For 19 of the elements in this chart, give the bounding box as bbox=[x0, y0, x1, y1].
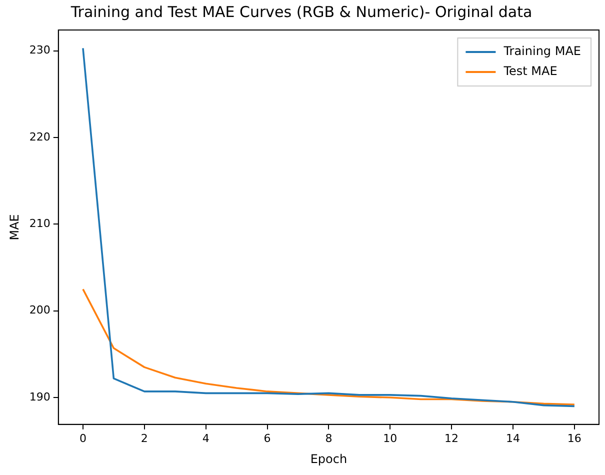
y-tick-label: 190 bbox=[29, 390, 50, 404]
y-tick-label: 210 bbox=[29, 217, 50, 230]
x-tick-label: 16 bbox=[567, 432, 582, 445]
y-tick-label: 220 bbox=[29, 130, 50, 144]
y-axis-title: MAE bbox=[7, 214, 22, 240]
x-tick-label: 0 bbox=[79, 432, 86, 445]
x-tick-label: 10 bbox=[383, 432, 398, 445]
chart-title: Training and Test MAE Curves (RGB & Numeric)- Original data bbox=[70, 2, 532, 21]
legend-label: Test MAE bbox=[502, 64, 558, 78]
x-tick-label: 2 bbox=[140, 432, 148, 445]
x-tick-label: 6 bbox=[264, 432, 271, 445]
y-tick-label: 200 bbox=[29, 304, 50, 317]
x-tick-label: 8 bbox=[325, 432, 332, 445]
y-tick-label: 230 bbox=[29, 44, 50, 57]
x-tick-label: 12 bbox=[444, 432, 459, 445]
x-tick-label: 14 bbox=[506, 432, 520, 445]
x-axis-title: Epoch bbox=[310, 452, 348, 466]
x-tick-label: 4 bbox=[202, 432, 210, 445]
legend-label: Training MAE bbox=[502, 44, 582, 58]
